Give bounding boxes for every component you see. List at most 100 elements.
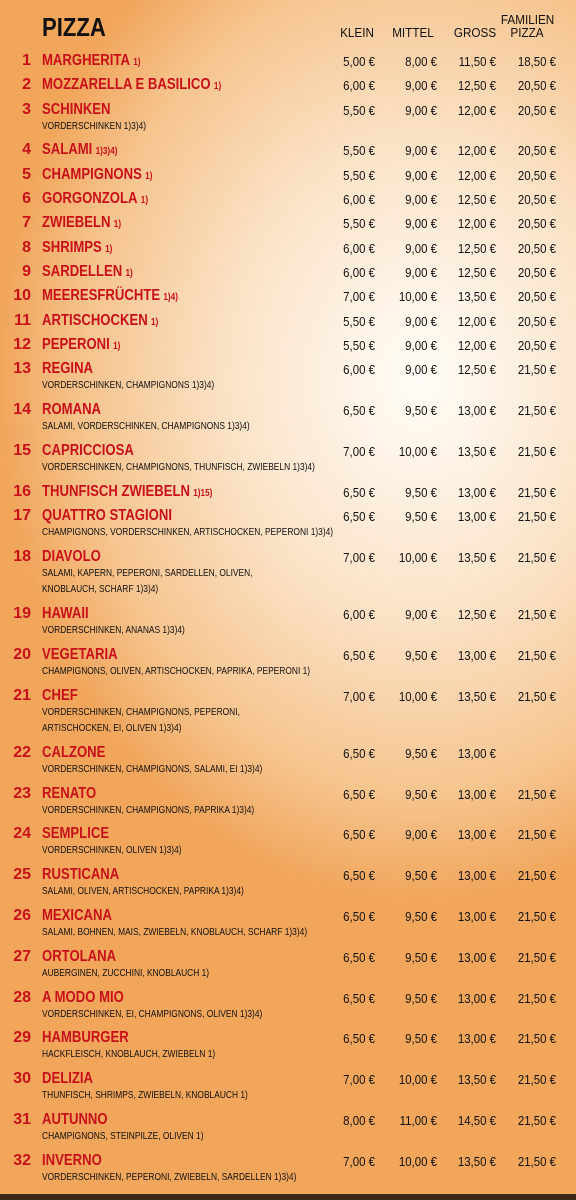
item-description: VORDERSCHINKEN 1)3)4) (42, 119, 147, 132)
item-name: SEMPLICE (42, 825, 109, 843)
item-description: CHAMPIGNONS, VORDERSCHINKEN, ARTISCHOCKE… (42, 525, 334, 538)
item-price: 13,00 € (457, 745, 496, 761)
item-price: 9,50 € (405, 1031, 437, 1047)
item-price: 21,50 € (517, 606, 556, 622)
item-name: SHRIMPS 1) (42, 239, 112, 257)
item-number: 22 (13, 743, 31, 761)
item-price: 5,50 € (343, 167, 375, 183)
item-name-text: ZWIEBELN (42, 214, 111, 232)
item-note: 1) (140, 195, 149, 206)
item-note: 1)4) (163, 292, 178, 304)
item-number: 27 (13, 947, 31, 965)
item-price: 8,00 € (405, 54, 437, 69)
item-price: 10,00 € (398, 1072, 437, 1088)
item-description: VORDERSCHINKEN, CHAMPIGNONS, THUNFISCH, … (42, 460, 315, 473)
item-price: 13,50 € (457, 443, 496, 459)
item-price: 13,00 € (457, 402, 496, 418)
item-description: CHAMPIGNONS, OLIVEN, ARTISCHOCKEN, PAPRI… (42, 664, 311, 677)
item-name-text: SEMPLICE (42, 825, 110, 843)
item-price: 7,00 € (343, 443, 375, 459)
item-number: 16 (13, 482, 31, 500)
item-number: 7 (22, 214, 31, 232)
item-name-text: ORTOLANA (42, 947, 117, 965)
item-price: 5,50 € (343, 313, 375, 329)
item-name: VEGETARIA (42, 646, 118, 664)
item-name-text: SHRIMPS (42, 238, 102, 256)
item-name: HAMBURGER (42, 1029, 129, 1047)
item-price: 5,50 € (343, 143, 375, 159)
item-price: 13,00 € (457, 484, 496, 500)
item-price: 18,50 € (517, 54, 556, 69)
item-price: 9,00 € (405, 192, 437, 207)
item-price: 13,50 € (457, 1072, 496, 1088)
item-name: SARDELLEN 1) (42, 263, 133, 281)
item-price: 21,50 € (517, 484, 556, 500)
item-name-text: MEERESFRÜCHTE (42, 287, 161, 305)
item-price: 10,00 € (398, 443, 437, 459)
item-number: 14 (13, 400, 31, 418)
item-name-text: AUTUNNO (42, 1111, 108, 1128)
item-name: AUTUNNO (42, 1111, 108, 1129)
item-price: 11,00 € (399, 1113, 437, 1128)
item-price: 21,50 € (517, 949, 556, 965)
item-name: CHAMPIGNONS 1) (42, 166, 152, 184)
item-name: INVERNO (42, 1152, 102, 1170)
item-name: GORGONZOLA 1) (42, 190, 148, 208)
item-price: 9,50 € (405, 909, 437, 924)
item-name: RUSTICANA (42, 866, 119, 884)
item-price: 20,50 € (517, 337, 556, 353)
item-price: 7,00 € (343, 549, 375, 565)
item-price: 12,00 € (457, 313, 496, 329)
item-number: 10 (13, 287, 31, 305)
item-name-text: THUNFISCH ZWIEBELN (42, 482, 190, 500)
item-price: 6,50 € (343, 990, 375, 1006)
item-price: 21,50 € (517, 909, 556, 924)
item-name: A MODO MIO (42, 989, 124, 1007)
column-header: MITTEL (392, 25, 434, 40)
item-price: 21,50 € (517, 402, 556, 418)
item-price: 7,00 € (343, 1153, 375, 1169)
item-price: 13,50 € (457, 289, 496, 305)
item-number: 18 (13, 547, 31, 565)
item-name: DELIZIA (42, 1070, 93, 1088)
item-price: 13,50 € (457, 549, 496, 565)
item-price: 12,00 € (457, 167, 496, 183)
item-note: 1) (133, 57, 141, 68)
item-number: 3 (22, 100, 31, 118)
item-description: SALAMI, VORDERSCHINKEN, CHAMPIGNONS 1)3)… (42, 419, 250, 432)
item-number: 9 (22, 262, 31, 280)
item-price: 21,50 € (517, 786, 556, 802)
item-name: THUNFISCH ZWIEBELN 1)15) (42, 483, 212, 501)
item-price: 20,50 € (517, 167, 556, 183)
item-price: 21,50 € (517, 549, 556, 565)
item-number: 32 (13, 1151, 31, 1169)
item-name: RENATO (42, 785, 96, 803)
item-name: MARGHERITA 1) (42, 52, 141, 70)
item-price: 20,50 € (517, 192, 556, 207)
item-description: VORDERSCHINKEN, CHAMPIGNONS, PEPERONI, (42, 705, 240, 718)
column-header: KLEIN (340, 25, 374, 40)
item-description: VORDERSCHINKEN, ANANAS 1)3)4) (42, 623, 185, 636)
item-description: THUNFISCH, SHRIMPS, ZWIEBELN, KNOBLAUCH … (42, 1089, 248, 1102)
item-price: 13,00 € (457, 508, 496, 524)
item-price: 9,50 € (405, 786, 437, 802)
item-price: 10,00 € (398, 289, 437, 305)
item-price: 9,00 € (405, 167, 437, 183)
item-price: 20,50 € (517, 240, 556, 256)
item-price: 12,50 € (457, 264, 496, 280)
item-price: 6,50 € (343, 827, 375, 843)
item-price: 6,50 € (343, 909, 375, 924)
item-description: SALAMI, OLIVEN, ARTISCHOCKEN, PAPRIKA 1)… (42, 885, 244, 898)
item-price: 10,00 € (398, 1153, 437, 1169)
item-price: 7,00 € (343, 1072, 375, 1088)
item-number: 21 (13, 686, 31, 704)
item-name: CAPRICCIOSA (42, 442, 134, 460)
item-price: 12,00 € (457, 102, 496, 118)
item-price: 9,50 € (405, 745, 437, 761)
item-number: 24 (13, 825, 31, 843)
item-note: 1) (105, 243, 113, 255)
item-price: 20,50 € (517, 78, 556, 94)
item-price: 9,00 € (405, 216, 437, 232)
item-name-text: DELIZIA (42, 1070, 94, 1088)
column-header: FAMILIEN PIZZA (500, 12, 555, 40)
